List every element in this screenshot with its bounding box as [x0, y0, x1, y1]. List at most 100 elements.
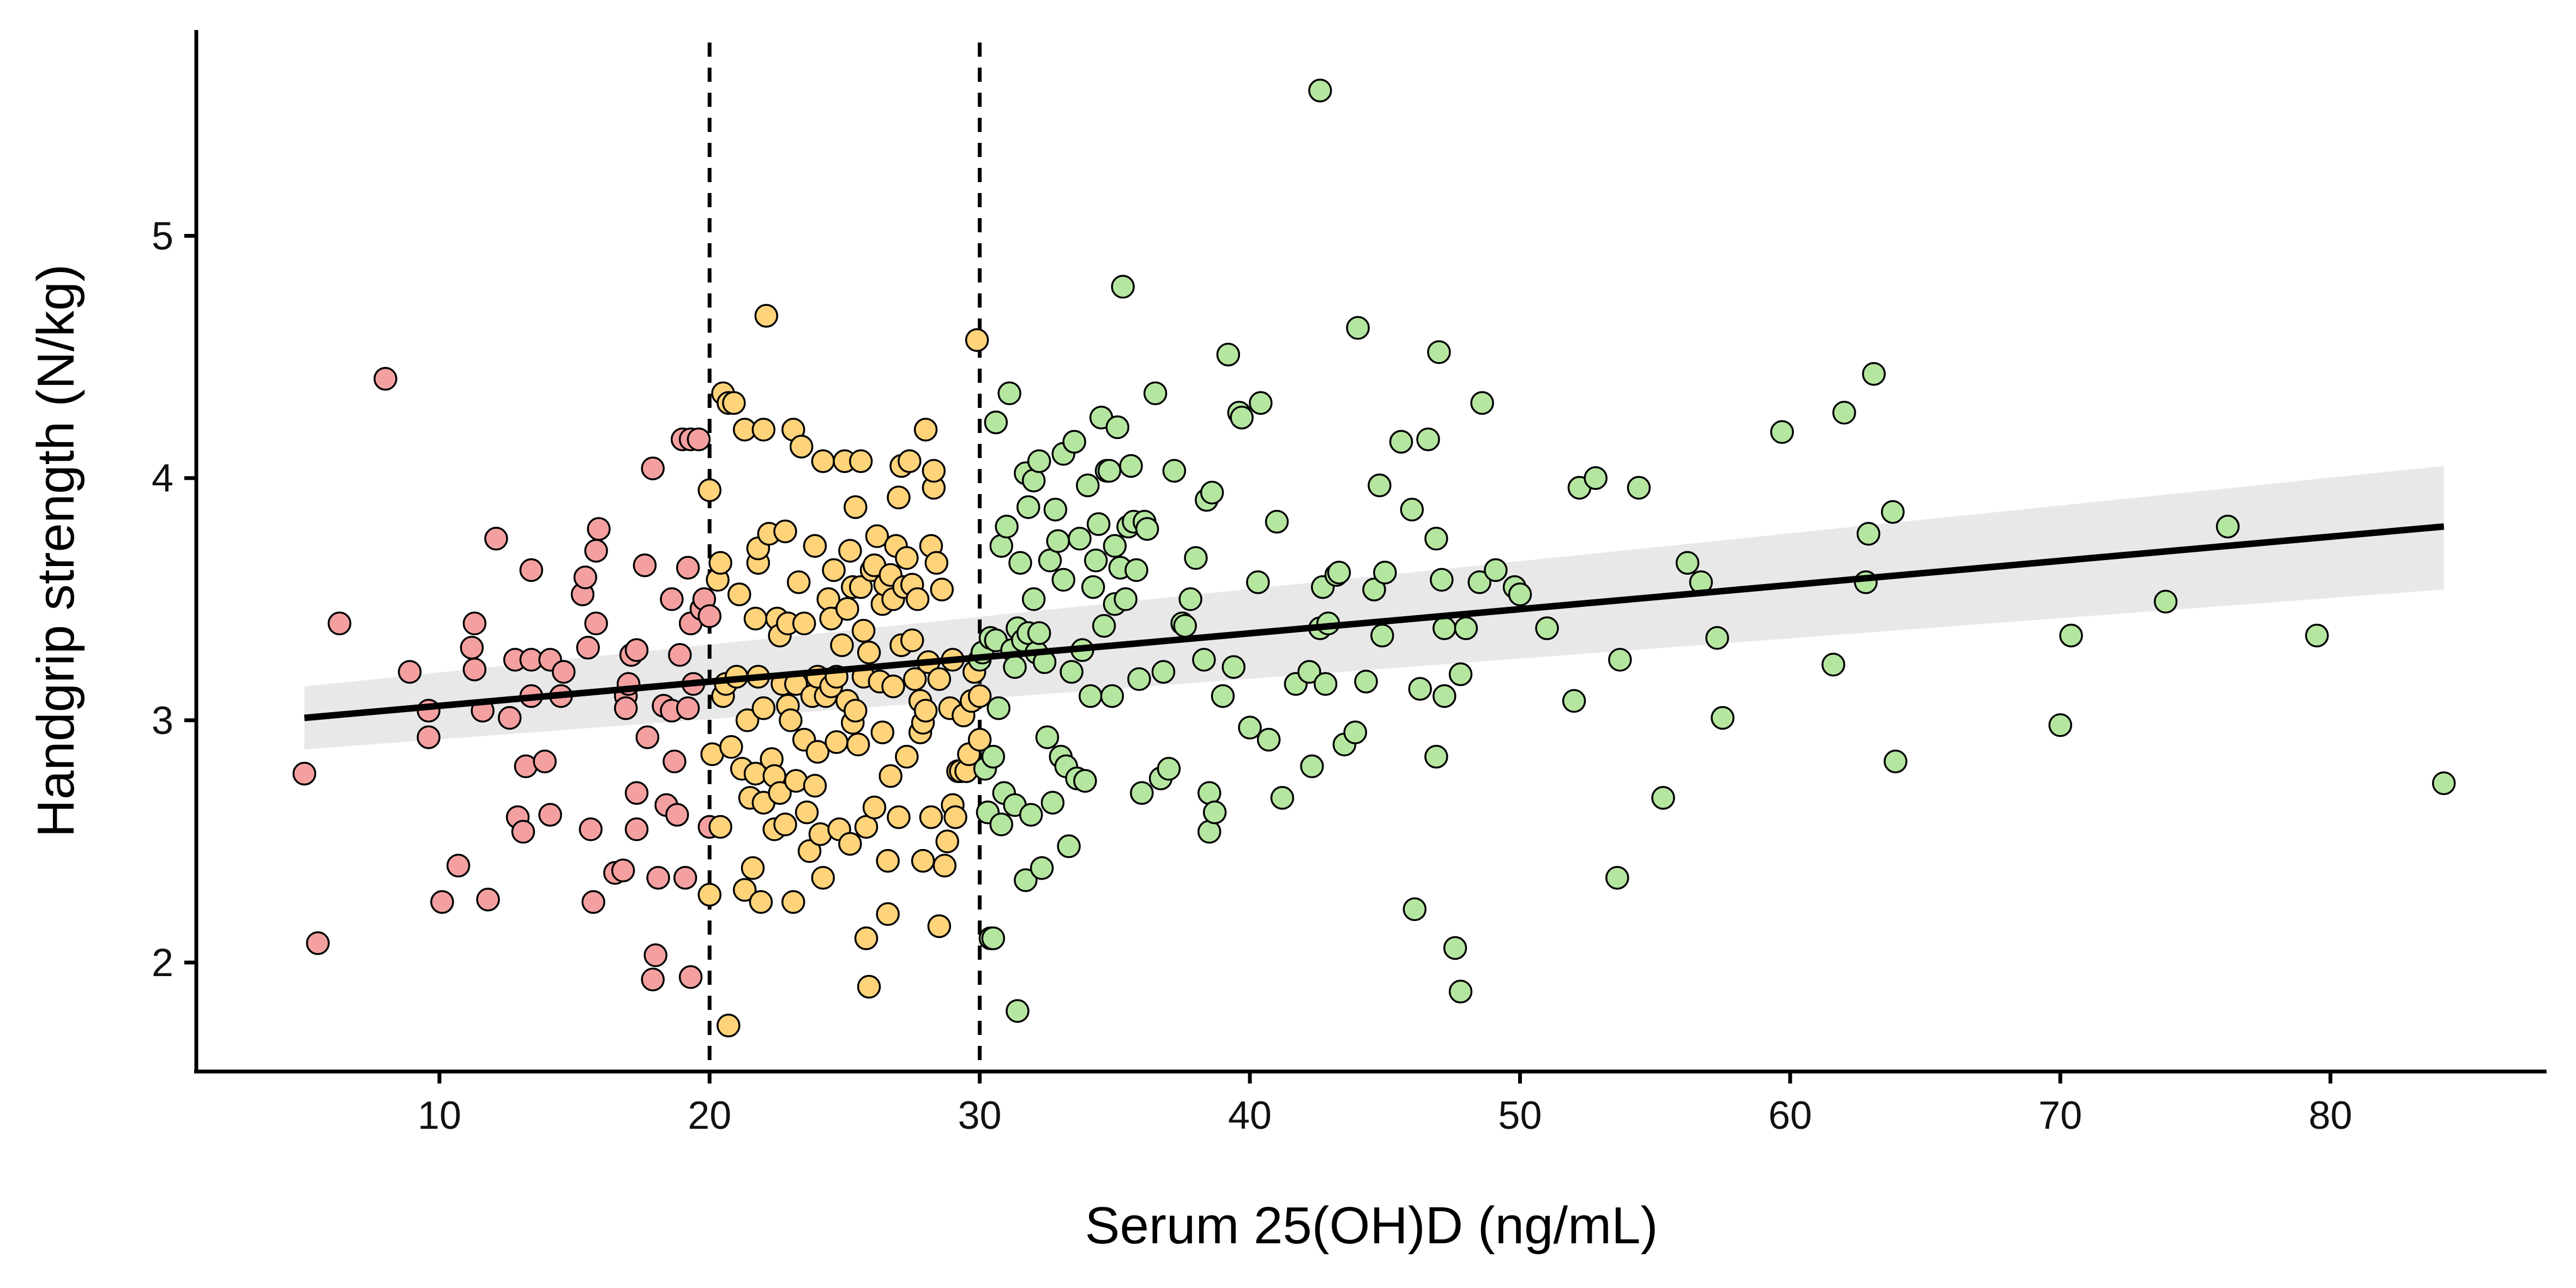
data-point-insufficient: [965, 328, 989, 352]
data-point-sufficient: [1821, 653, 1845, 677]
data-point-sufficient: [1124, 558, 1148, 582]
data-point-sufficient: [1448, 979, 1473, 1004]
data-point-insufficient: [751, 418, 776, 442]
data-point-insufficient: [905, 587, 930, 611]
data-point-sufficient: [1006, 999, 1030, 1023]
data-point-deficient: [643, 943, 667, 967]
data-point-sufficient: [1151, 660, 1176, 684]
data-point-sufficient: [1119, 454, 1143, 478]
data-point-insufficient: [930, 577, 954, 601]
data-point-deficient: [417, 725, 441, 749]
data-point-insufficient: [697, 478, 722, 502]
data-point-insufficient: [732, 878, 757, 902]
data-point-sufficient: [1454, 616, 1478, 640]
data-point-sufficient: [1027, 621, 1051, 645]
data-point-sufficient: [1030, 856, 1054, 880]
data-point-sufficient: [1043, 497, 1068, 522]
data-point-sufficient: [1416, 427, 1440, 452]
data-point-insufficient: [865, 524, 889, 549]
data-point-deficient: [511, 820, 535, 844]
data-point-sufficient: [1424, 527, 1448, 551]
data-point-insufficient: [803, 534, 827, 558]
data-point-sufficient: [1535, 616, 1559, 640]
x-axis-title: Serum 25(OH)D (ng/mL): [1085, 1196, 1658, 1255]
data-point-sufficient: [1192, 648, 1216, 672]
data-point-sufficient: [984, 410, 1008, 435]
data-point-sufficient: [1484, 558, 1508, 582]
data-point-sufficient: [1627, 476, 1651, 500]
data-point-sufficient: [2153, 589, 2178, 614]
data-point-deficient: [292, 761, 316, 786]
data-point-sufficient: [2059, 623, 2083, 648]
x-axis-ticks: 10 20 30 40 50 60 70 80: [418, 1072, 2352, 1137]
data-point-sufficient: [2216, 514, 2240, 539]
data-point-insufficient: [697, 882, 722, 907]
data-point-insufficient: [708, 551, 732, 575]
regression-line: [304, 523, 2445, 721]
data-point-sufficient: [1400, 497, 1424, 522]
data-point-sufficient: [1081, 575, 1105, 599]
data-point-deficient: [579, 817, 603, 841]
data-point-sufficient: [1157, 757, 1181, 781]
data-point-sufficient: [1711, 706, 1735, 730]
data-point-insufficient: [795, 800, 819, 824]
data-point-sufficient: [1314, 672, 1338, 696]
data-point-insufficient: [913, 418, 938, 442]
data-point-insufficient: [943, 805, 967, 829]
data-point-sufficient: [1105, 415, 1130, 440]
data-point-insufficient: [857, 974, 881, 999]
data-point-insufficient: [743, 606, 768, 631]
data-point-sufficient: [2048, 713, 2073, 737]
data-point-deficient: [668, 643, 692, 667]
data-point-sufficient: [1100, 684, 1124, 708]
data-point-sufficient: [1605, 865, 1629, 890]
data-point-sufficient: [1651, 786, 1675, 810]
data-point-sufficient: [1368, 473, 1392, 497]
y-tick-label: 4: [152, 457, 173, 501]
data-point-sufficient: [1016, 495, 1040, 519]
data-point-insufficient: [967, 684, 992, 708]
data-point-sufficient: [997, 381, 1021, 406]
data-point-sufficient: [1076, 473, 1100, 497]
data-point-sufficient: [1584, 466, 1608, 490]
data-point-sufficient: [1062, 430, 1086, 454]
data-points: [292, 79, 2456, 1038]
data-point-sufficient: [1178, 587, 1202, 611]
x-tick-label: 20: [688, 1094, 731, 1137]
data-point-sufficient: [1060, 660, 1084, 684]
data-point-sufficient: [1103, 534, 1127, 558]
data-point-sufficient: [1051, 568, 1075, 592]
data-point-sufficient: [1216, 342, 1241, 366]
data-point-sufficient: [1297, 660, 1321, 684]
data-point-deficient: [660, 587, 684, 611]
data-point-sufficient: [1424, 744, 1448, 769]
y-axis-title: Handgrip strength (N/kg): [27, 264, 85, 837]
data-point-insufficient: [749, 890, 773, 914]
data-point-deficient: [646, 865, 670, 890]
data-point-insufficient: [835, 597, 859, 621]
data-point-sufficient: [2431, 771, 2456, 796]
data-point-sufficient: [1068, 527, 1092, 551]
data-point-insufficient: [844, 495, 868, 519]
data-point-sufficient: [1249, 391, 1273, 415]
data-point-sufficient: [981, 744, 1006, 769]
data-point-sufficient: [1040, 791, 1065, 815]
data-point-sufficient: [1705, 626, 1729, 650]
data-point-insufficient: [876, 848, 900, 873]
data-point-sufficient: [981, 926, 1006, 950]
data-point-sufficient: [1608, 648, 1632, 672]
data-point-insufficient: [830, 633, 854, 657]
data-point-insufficient: [848, 575, 873, 599]
data-point-sufficient: [1470, 391, 1494, 415]
data-point-insufficient: [719, 735, 743, 759]
data-point-insufficient: [844, 699, 868, 723]
data-point-sufficient: [1127, 667, 1151, 691]
data-point-sufficient: [1057, 834, 1081, 858]
data-point-sufficient: [1881, 500, 1905, 524]
data-point-sufficient: [1211, 684, 1235, 708]
x-tick-label: 80: [2309, 1094, 2352, 1137]
data-point-insufficient: [811, 865, 835, 890]
data-point-deficient: [676, 696, 700, 720]
data-point-deficient: [611, 858, 635, 883]
data-point-deficient: [398, 660, 422, 684]
